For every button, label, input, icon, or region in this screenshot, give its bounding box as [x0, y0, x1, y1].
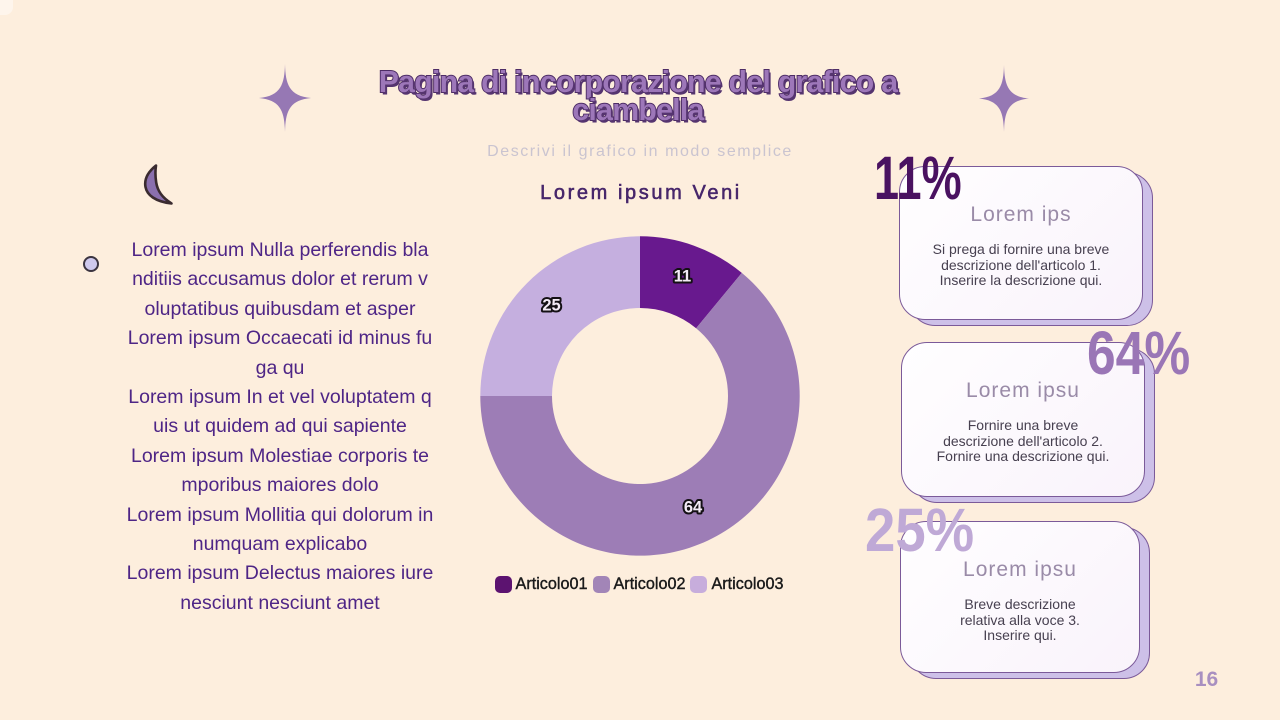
- svg-text:11: 11: [674, 268, 691, 286]
- svg-text:25: 25: [542, 297, 560, 315]
- svg-text:64: 64: [684, 499, 703, 517]
